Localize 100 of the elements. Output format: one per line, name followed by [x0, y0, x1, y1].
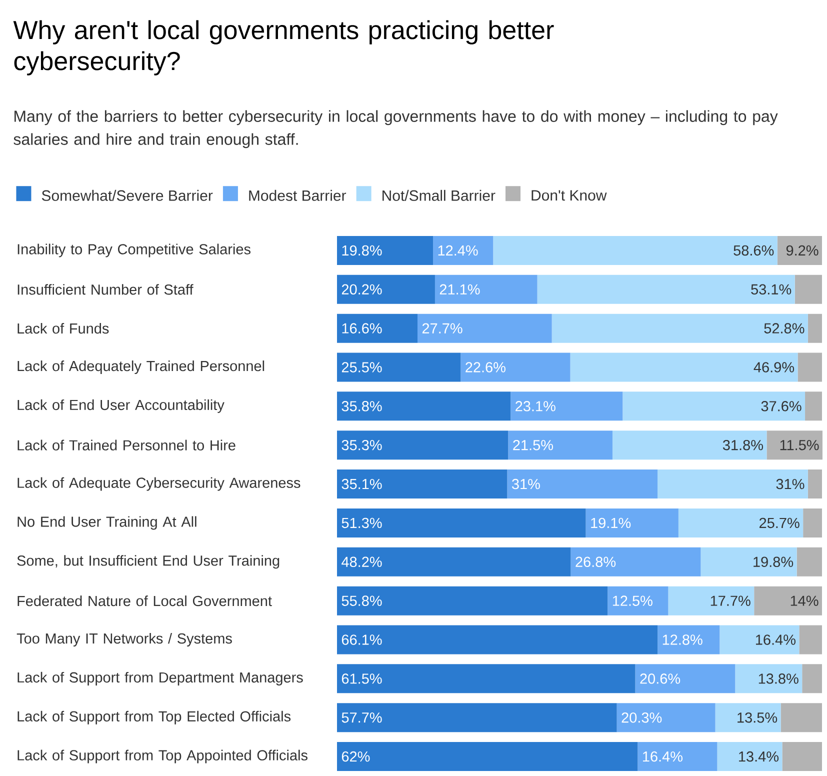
y-tick-label: Inability to Pay Competitive Salaries	[18, 244, 250, 258]
bar	[717, 742, 782, 772]
data-label: 12.5%	[612, 596, 652, 606]
bar	[337, 430, 508, 460]
data-label: 57.7%	[342, 712, 382, 723]
data-label: 20.3%	[622, 712, 662, 723]
y-tick-label: Too Many IT Networks / Systems	[16, 632, 232, 647]
data-label: 48.2%	[342, 556, 382, 568]
bar	[337, 664, 636, 694]
data-label: 20.6%	[640, 674, 680, 684]
y-tick-label: Lack of Trained Personnel to Hire	[18, 440, 236, 450]
bar	[434, 274, 538, 304]
bar	[586, 508, 678, 538]
data-label: 61.5%	[342, 674, 382, 684]
data-label: 16.4%	[756, 634, 796, 645]
bar	[337, 703, 617, 732]
bar	[766, 430, 822, 460]
y-tick-label: Lack of Funds	[18, 323, 109, 334]
bar	[799, 625, 822, 654]
bar	[658, 625, 720, 654]
bar	[805, 392, 822, 421]
data-label: 21.1%	[440, 284, 480, 294]
data-label: 31%	[512, 478, 540, 490]
data-label: 12.8%	[662, 634, 702, 645]
bar	[337, 392, 511, 421]
bar	[493, 236, 778, 265]
data-label: 17.7%	[710, 596, 750, 606]
bar	[802, 664, 822, 694]
y-tick-label: Lack of Adequate Cybersecurity Awareness	[18, 477, 300, 491]
data-label: 26.8%	[576, 556, 616, 568]
data-label: 58.6%	[734, 245, 774, 256]
data-label: 23.1%	[516, 401, 556, 412]
data-label: 12.4%	[438, 245, 478, 256]
bar	[337, 236, 434, 265]
bar	[803, 508, 822, 538]
y-tick-label: Lack of Support from Department Managers	[18, 672, 303, 686]
bar	[754, 586, 822, 616]
bar	[612, 430, 767, 460]
data-label: 21.5%	[513, 440, 554, 450]
bar	[638, 742, 718, 772]
data-label: 46.9%	[754, 362, 794, 372]
data-label: 53.1%	[751, 284, 792, 295]
data-label: 35.1%	[342, 478, 382, 490]
data-label: 19.8%	[754, 556, 794, 568]
bar	[782, 742, 822, 772]
y-tick-label: Lack of Support from Top Appointed Officials	[18, 750, 308, 764]
data-label: 25.7%	[760, 518, 800, 528]
bar	[794, 274, 822, 304]
data-label: 52.8%	[764, 323, 804, 334]
y-tick-label: Lack of End User Accountability	[18, 399, 224, 413]
bar	[735, 664, 802, 694]
bar	[337, 547, 571, 576]
bar	[552, 314, 808, 343]
bar	[777, 236, 822, 265]
data-label: 31.8%	[722, 440, 764, 450]
legend-label: Not/Small Barrier	[382, 190, 496, 201]
data-label: 35.3%	[342, 440, 382, 450]
y-tick-label: No End User Training At All	[18, 516, 196, 530]
data-label: 37.6%	[761, 401, 802, 412]
bar	[460, 352, 570, 382]
data-label: 11.5%	[780, 440, 819, 450]
data-label: 14%	[790, 596, 818, 606]
data-label: 16.6%	[342, 323, 382, 334]
bar	[337, 508, 586, 538]
bar	[508, 430, 612, 460]
bar	[337, 625, 658, 654]
bar	[608, 586, 668, 616]
data-label: 27.7%	[422, 323, 462, 334]
bar	[808, 470, 822, 499]
legend-label: Don't Know	[532, 190, 607, 201]
bar	[570, 547, 701, 576]
y-tick-label: Some, but Insufficient End User Training	[17, 555, 280, 569]
bar	[337, 742, 638, 772]
bar	[337, 314, 418, 343]
y-tick-label: Lack of Adequately Trained Personnel	[18, 360, 264, 374]
bar	[622, 392, 806, 421]
data-label: 51.3%	[342, 518, 382, 528]
data-label: 25.5%	[342, 362, 382, 372]
y-tick-label: Federated Nature of Local Government	[18, 596, 272, 606]
bar	[635, 664, 736, 694]
bar	[433, 236, 494, 265]
data-label: 35.8%	[342, 401, 382, 412]
data-label: 19.1%	[591, 518, 631, 528]
data-label: 66.1%	[342, 634, 382, 645]
data-label: 16.4%	[643, 751, 683, 762]
bar	[780, 703, 822, 732]
data-label: 19.8%	[342, 245, 382, 256]
bar	[570, 352, 798, 382]
data-label: 31%	[776, 478, 804, 490]
bar	[616, 703, 716, 732]
bar	[678, 508, 804, 538]
bar	[537, 274, 795, 304]
data-label: 13.5%	[738, 712, 778, 723]
bar	[418, 314, 552, 343]
bar	[658, 470, 808, 499]
bar	[798, 352, 822, 382]
bar	[337, 470, 508, 499]
bar	[715, 703, 781, 732]
data-label: 9.2%	[786, 245, 818, 256]
data-label: 20.2%	[342, 284, 382, 295]
